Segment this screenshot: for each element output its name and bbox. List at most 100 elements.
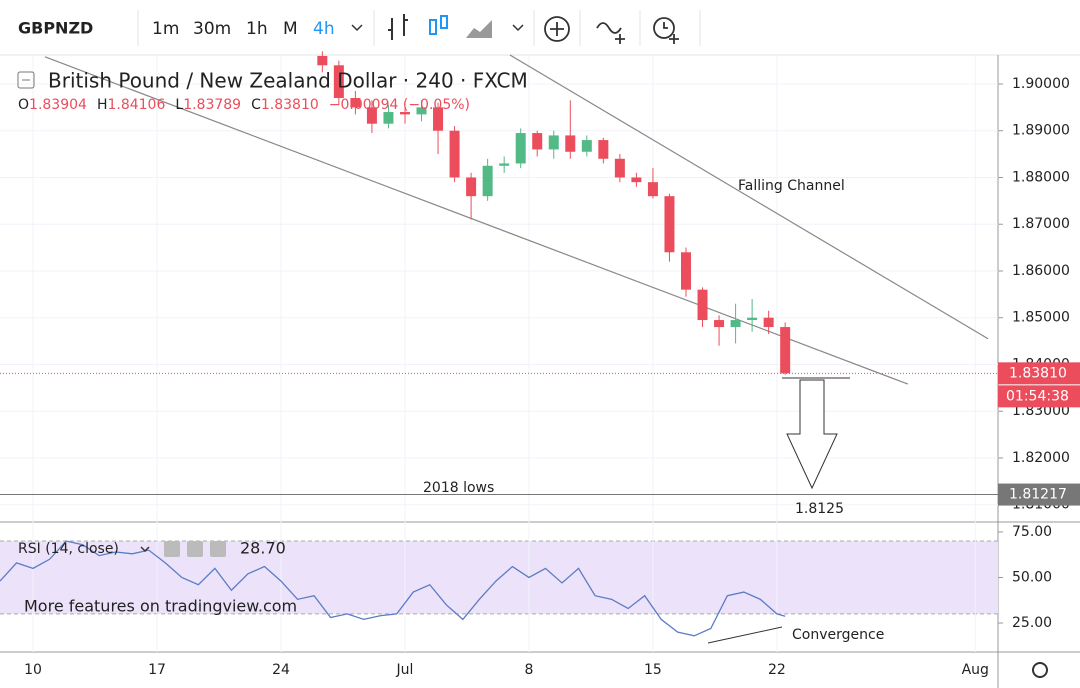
candle-body (399, 112, 410, 115)
trend-line (509, 54, 989, 340)
x-tick-label: 22 (768, 662, 786, 678)
x-tick-label: Jul (396, 662, 414, 678)
settings-icon[interactable] (187, 541, 203, 557)
interval[interactable]: 1h (246, 19, 268, 39)
legend-value: 1.84106 (107, 97, 165, 113)
dropdown-icon[interactable] (140, 546, 150, 553)
candle-body (730, 320, 741, 328)
x-tick-label: 24 (272, 662, 290, 678)
support-label: 1.81217 (1009, 487, 1067, 503)
indicator-icon[interactable] (596, 22, 625, 44)
rsi-title: RSI (14, close) (18, 541, 119, 557)
x-tick-label: 10 (24, 662, 42, 678)
candle-body (366, 107, 377, 124)
settings-gear[interactable] (1032, 662, 1048, 678)
candle-body (631, 177, 642, 183)
x-tick-label: 15 (644, 662, 662, 678)
legend-key: H (97, 97, 108, 113)
remove-icon[interactable] (210, 541, 226, 557)
countdown-box (998, 385, 1080, 408)
x-tick-label: 17 (148, 662, 166, 678)
legend-change: −0.00094 (−0.05%) (329, 97, 470, 113)
add-icon[interactable] (544, 16, 570, 42)
annotation: 1.8125 (795, 501, 844, 517)
candle-body (466, 177, 477, 197)
y-tick-label: 1.86000 (1012, 263, 1070, 279)
interval[interactable]: M (283, 19, 298, 39)
interval-active[interactable]: 4h (313, 19, 335, 39)
trend-line (44, 56, 909, 385)
candle-body (317, 55, 328, 66)
candle-body (680, 252, 691, 290)
candle-body (598, 140, 609, 159)
legend-value: 1.83789 (183, 97, 241, 113)
candles-icon[interactable] (440, 15, 448, 29)
interval[interactable]: 30m (193, 19, 231, 39)
rsi-annotation: Convergence (792, 627, 884, 643)
y-tick-label: 1.89000 (1012, 123, 1070, 139)
legend-key: C (251, 97, 261, 113)
legend-line: O1.83904 H1.84106 L1.83789 C1.83810 −0.00094… (18, 97, 470, 113)
down-arrow (786, 379, 838, 490)
bars-icon[interactable] (388, 14, 408, 40)
area-icon[interactable] (466, 20, 492, 38)
candle-body (565, 135, 576, 152)
interval[interactable]: 1m (152, 19, 179, 39)
candle-body (482, 165, 493, 197)
legend-key: O (18, 97, 29, 113)
y-tick-label: 1.90000 (1012, 76, 1070, 92)
promo-link[interactable]: More features on tradingview.com (24, 597, 297, 616)
dropdown-icon[interactable] (351, 24, 363, 32)
candle-body (532, 133, 543, 150)
candles-icon[interactable] (429, 19, 437, 35)
symbol[interactable]: GBPNZD (18, 19, 93, 38)
annotation: 2018 lows (423, 480, 494, 496)
candle-body (714, 320, 725, 328)
candle-body (664, 196, 675, 253)
y-tick-label: 1.88000 (1012, 169, 1070, 185)
candle-body (697, 289, 708, 321)
alert-icon[interactable] (663, 22, 679, 44)
candle-body (780, 327, 791, 374)
y-tick-label: 75.00 (1012, 524, 1052, 540)
collapse-icon[interactable] (17, 71, 35, 89)
candle-body (614, 158, 625, 178)
rsi-line (0, 540, 786, 637)
candle-body (548, 135, 559, 150)
alert-icon[interactable] (653, 17, 675, 39)
rsi-value: 28.70 (240, 539, 286, 558)
candle-body (449, 130, 460, 178)
chart-title: British Pound / New Zealand Dollar · 240… (48, 69, 528, 93)
candle-body (647, 182, 658, 197)
dropdown-icon[interactable] (512, 24, 524, 32)
convergence-line (707, 626, 783, 644)
x-tick-label: Aug (962, 662, 989, 678)
candle-body (433, 107, 444, 131)
y-tick-label: 25.00 (1012, 615, 1052, 631)
last-price-label: 1.83810 (1009, 365, 1067, 381)
support-box (998, 483, 1080, 506)
candle-body (499, 163, 510, 166)
toolbar: GBPNZD 1m 30m 1h M 4h (0, 0, 1080, 56)
y-tick-label: 1.85000 (1012, 310, 1070, 326)
add-icon[interactable] (550, 22, 564, 36)
chart-content: 1.810001.820001.830001.840001.850001.860… (0, 51, 1080, 678)
candle-body (515, 133, 526, 164)
y-tick-label: 1.87000 (1012, 216, 1070, 232)
annotation: Falling Channel (738, 178, 845, 194)
last-price-box (998, 362, 1080, 385)
candle-body (747, 317, 758, 321)
candle-body (581, 140, 592, 152)
candle-body (350, 98, 361, 108)
legend-value: 1.83904 (29, 97, 87, 113)
candle-body (333, 65, 344, 99)
visibility-icon[interactable] (164, 541, 180, 557)
candle-body (383, 112, 394, 124)
candle-body (763, 317, 774, 328)
legend-value: 1.83810 (261, 97, 319, 113)
x-tick-label: 8 (524, 662, 533, 678)
y-tick-label: 1.82000 (1012, 450, 1070, 466)
legend-key: L (175, 97, 183, 113)
y-tick-label: 50.00 (1012, 569, 1052, 585)
